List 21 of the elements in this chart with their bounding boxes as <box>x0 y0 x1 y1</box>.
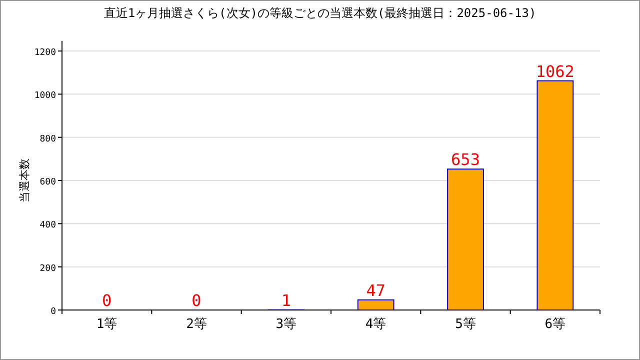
y-axis-title: 当選本数 <box>18 158 31 202</box>
data-label: 1062 <box>536 62 574 81</box>
data-label: 47 <box>366 280 386 300</box>
data-label: 1 <box>281 290 291 310</box>
data-label: 0 <box>102 291 112 310</box>
x-tick-label: 4等 <box>365 317 386 332</box>
data-label: 0 <box>192 291 202 310</box>
y-tick-label: 0 <box>50 307 56 317</box>
y-tick-label: 200 <box>40 264 56 274</box>
y-tick-label: 400 <box>40 220 56 231</box>
x-tick-label: 5等 <box>455 317 476 332</box>
x-tick-label: 1等 <box>96 317 118 332</box>
chart-title: 直近1ヶ月抽選さくら(次女)の等級ごとの当選本数(最終抽選日：2025-06-13) <box>104 6 536 20</box>
y-tick-label: 1000 <box>34 91 56 102</box>
data-label: 653 <box>451 150 480 170</box>
y-tick-label: 800 <box>40 134 56 144</box>
x-tick-label: 6等 <box>544 317 566 332</box>
y-tick-label: 1200 <box>34 48 56 58</box>
x-tick-label: 3等 <box>276 317 297 332</box>
y-tick-label: 600 <box>40 178 56 188</box>
x-tick-label: 2等 <box>186 317 207 332</box>
